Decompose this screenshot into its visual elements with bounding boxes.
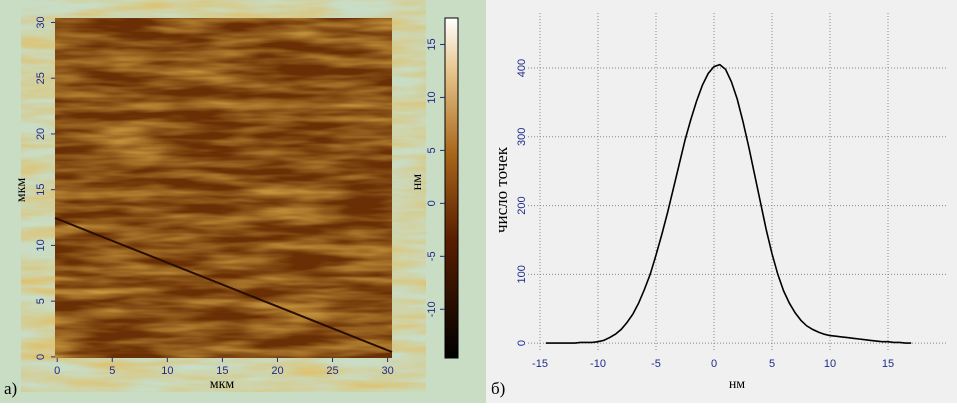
- colorbar: [444, 17, 459, 359]
- colorbar-tick-label: 0: [426, 200, 438, 206]
- y-tick-label: 30: [35, 16, 47, 28]
- x-axis-label: нм: [729, 377, 745, 392]
- x-tick-label: -10: [590, 358, 606, 370]
- colorbar-tick-label: -5: [426, 251, 438, 261]
- y-tick-label: 100: [516, 265, 528, 283]
- y-tick-label: 10: [35, 239, 47, 251]
- colorbar-tick-label: -10: [426, 301, 438, 317]
- y-tick-label: 25: [35, 72, 47, 84]
- x-tick-label: 15: [216, 365, 228, 377]
- y-tick-label: 0: [516, 340, 528, 346]
- x-tick-label: 15: [882, 358, 894, 370]
- colorbar-tick-label: 10: [426, 91, 438, 103]
- x-tick-label: -15: [532, 358, 548, 370]
- x-tick-label: 0: [54, 365, 60, 377]
- x-tick-label: 30: [381, 365, 393, 377]
- histogram-line: [545, 63, 912, 344]
- x-tick-label: 5: [769, 358, 775, 370]
- plot-area: [540, 14, 946, 350]
- y-tick-label: 5: [35, 298, 47, 304]
- y-tick-label: 300: [516, 128, 528, 146]
- colorbar-tick-label: 5: [426, 147, 438, 153]
- y-axis-label: число точек: [492, 146, 511, 233]
- y-tick-label: 20: [35, 128, 47, 140]
- colorbar-tick-label: 15: [426, 38, 438, 50]
- x-tick-label: -5: [651, 358, 661, 370]
- colorbar-label: нм: [410, 174, 425, 190]
- y-tick-label: 0: [35, 354, 47, 360]
- x-tick-label: 10: [161, 365, 173, 377]
- x-axis-label: мкм: [210, 377, 235, 392]
- x-tick-label: 20: [271, 365, 283, 377]
- y-tick-label: 200: [516, 196, 528, 214]
- x-tick-label: 25: [326, 365, 338, 377]
- y-tick-label: 15: [35, 184, 47, 196]
- x-tick-label: 10: [824, 358, 836, 370]
- y-tick-label: 400: [516, 59, 528, 77]
- y-axis-label: мкм: [14, 178, 29, 203]
- scratch: [54, 217, 393, 353]
- x-tick-label: 0: [711, 358, 717, 370]
- panel-label: а): [4, 379, 17, 398]
- x-tick-label: 5: [109, 365, 115, 377]
- panel-label: б): [491, 379, 505, 398]
- afm-texture: [55, 18, 392, 358]
